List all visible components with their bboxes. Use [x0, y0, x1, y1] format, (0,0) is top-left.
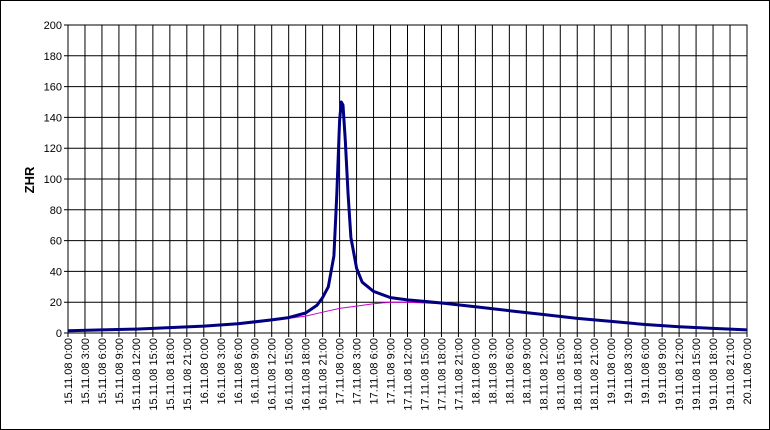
x-tick-label: 19.11.08 12:00: [674, 338, 686, 411]
x-tick-label: 15.11.08 18:00: [165, 338, 177, 411]
x-tick-label: 16.11.08 9:00: [250, 338, 262, 404]
x-tick-label: 18.11.08 18:00: [572, 338, 584, 411]
x-tick-label: 17.11.08 0:00: [335, 338, 347, 404]
x-tick-label: 16.11.08 21:00: [318, 338, 330, 411]
x-tick-label: 15.11.08 12:00: [131, 338, 143, 411]
x-tick-label: 19.11.08 18:00: [708, 338, 720, 411]
x-tick-label: 19.11.08 3:00: [623, 338, 635, 404]
x-tick-label: 18.11.08 0:00: [470, 338, 482, 404]
x-tick-label: 15.11.08 6:00: [97, 338, 109, 404]
x-tick-label: 16.11.08 15:00: [284, 338, 296, 411]
y-tick-label: 100: [44, 174, 62, 186]
y-tick-label: 80: [50, 205, 62, 217]
x-tick-label: 19.11.08 21:00: [725, 338, 737, 411]
data-line: [67, 100, 748, 333]
x-tick-label: 19.11.08 0:00: [606, 338, 618, 404]
x-tick-label: 18.11.08 15:00: [555, 338, 567, 411]
y-tick-label: 0: [56, 328, 62, 340]
x-tick-label: 16.11.08 18:00: [301, 338, 313, 411]
x-tick-label: 17.11.08 3:00: [352, 338, 364, 404]
y-tick-label: 20: [50, 297, 62, 309]
x-tick-label: 17.11.08 15:00: [419, 338, 431, 411]
y-tick-label: 60: [50, 236, 62, 248]
x-tick-label: 19.11.08 6:00: [640, 338, 652, 404]
x-tick-label: 15.11.08 15:00: [148, 338, 160, 411]
x-tick-label: 19.11.08 15:00: [691, 338, 703, 411]
y-tick-label: 140: [44, 112, 62, 124]
plot-border: [67, 24, 748, 334]
y-tick-label: 200: [44, 20, 62, 32]
x-tick-label: 20.11.08 0:00: [742, 338, 754, 404]
x-tick-label: 18.11.08 3:00: [487, 338, 499, 404]
x-tick-label: 15.11.08 9:00: [114, 338, 126, 404]
x-tick-label: 18.11.08 21:00: [589, 338, 601, 411]
x-tick-label: 18.11.08 9:00: [521, 338, 533, 404]
x-tick-label: 17.11.08 18:00: [436, 338, 448, 411]
x-tick-label: 16.11.08 6:00: [233, 338, 245, 404]
x-tick-label: 15.11.08 0:00: [63, 338, 75, 404]
x-tick-label: 16.11.08 0:00: [199, 338, 211, 404]
y-tick-label: 40: [50, 266, 62, 278]
x-tick-label: 17.11.08 6:00: [369, 338, 381, 404]
y-tick-label: 160: [44, 82, 62, 94]
y-axis-label: ZHR: [22, 166, 37, 193]
y-tick-label: 120: [44, 143, 62, 155]
x-tick-label: 17.11.08 21:00: [453, 338, 465, 411]
x-tick-label: 16.11.08 12:00: [267, 338, 279, 411]
y-tick-label: 180: [44, 51, 62, 63]
x-tick-label: 16.11.08 3:00: [216, 338, 228, 404]
x-tick-label: 19.11.08 9:00: [657, 338, 669, 404]
x-tick-label: 15.11.08 21:00: [182, 338, 194, 411]
x-tick-label: 18.11.08 12:00: [538, 338, 550, 411]
x-tick-label: 18.11.08 6:00: [504, 338, 516, 404]
x-tick-label: 17.11.08 12:00: [403, 338, 415, 411]
x-tick-label: 17.11.08 9:00: [386, 338, 398, 404]
x-tick-label: 15.11.08 3:00: [80, 338, 92, 404]
